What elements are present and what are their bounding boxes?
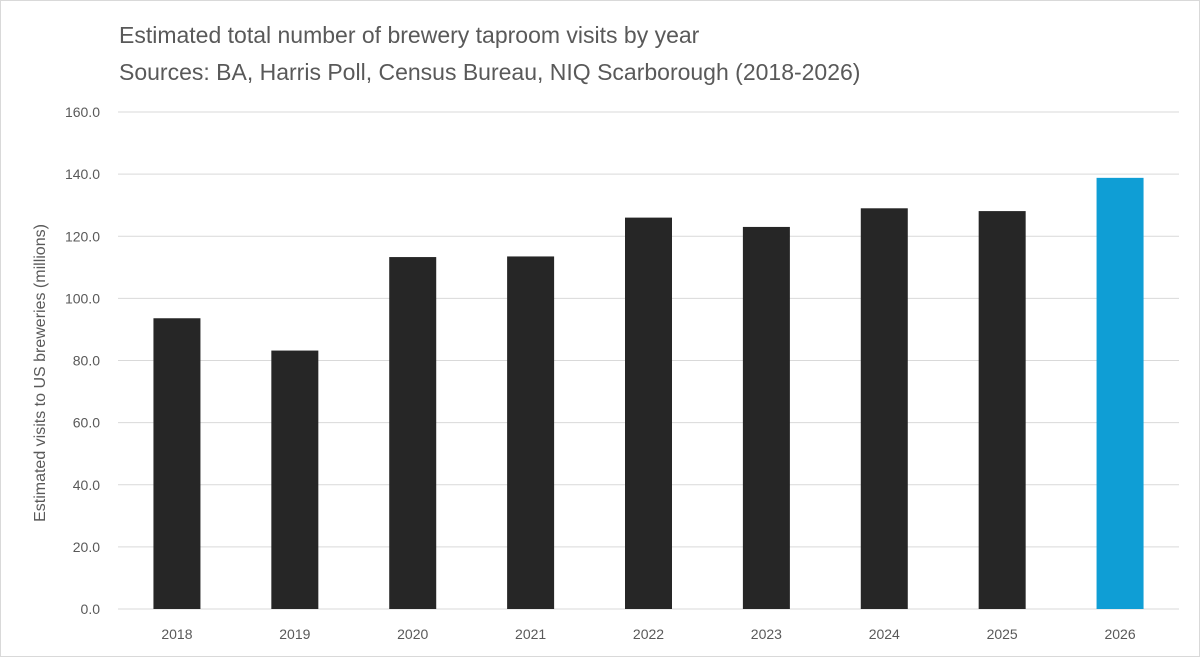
bar-2018: [153, 318, 201, 609]
y-tick-label: 160.0: [65, 104, 100, 120]
bar-2019: [271, 350, 319, 609]
y-tick-label: 60.0: [73, 415, 100, 431]
y-tick-label: 40.0: [73, 477, 100, 493]
x-tick-label: 2022: [633, 626, 664, 642]
chart-subtitle: Sources: BA, Harris Poll, Census Bureau,…: [119, 59, 860, 85]
y-axis-label: Estimated visits to US breweries (millio…: [32, 224, 49, 522]
x-tick-label: 2023: [751, 626, 782, 642]
x-tick-label: 2024: [869, 626, 900, 642]
x-tick-label: 2019: [279, 626, 310, 642]
y-tick-label: 20.0: [73, 539, 100, 555]
x-tick-labels: 2018 2019 2020 2021 2022 2023 2024 2025 2026: [161, 626, 1135, 642]
bar-2024: [860, 208, 908, 609]
bars: [153, 177, 1144, 610]
bar-2020: [389, 257, 437, 609]
y-tick-label: 80.0: [73, 353, 100, 369]
x-tick-label: 2026: [1104, 626, 1135, 642]
y-tick-label: 140.0: [65, 166, 100, 182]
bar-2025: [978, 211, 1026, 610]
x-tick-label: 2020: [397, 626, 428, 642]
bar-2026: [1096, 177, 1144, 610]
y-tick-labels: 0.0 20.0 40.0 60.0 80.0 100.0 120.0 140.0 160.0: [65, 104, 100, 617]
chart-title: Estimated total number of brewery taproo…: [119, 22, 700, 48]
bar-2021: [507, 256, 555, 609]
y-tick-label: 120.0: [65, 228, 100, 244]
y-tick-label: 0.0: [81, 601, 101, 617]
y-tick-label: 100.0: [65, 290, 100, 306]
bar-2023: [742, 226, 790, 609]
x-tick-label: 2018: [161, 626, 192, 642]
x-tick-label: 2025: [987, 626, 1018, 642]
x-tick-label: 2021: [515, 626, 546, 642]
bar-2022: [625, 217, 672, 610]
